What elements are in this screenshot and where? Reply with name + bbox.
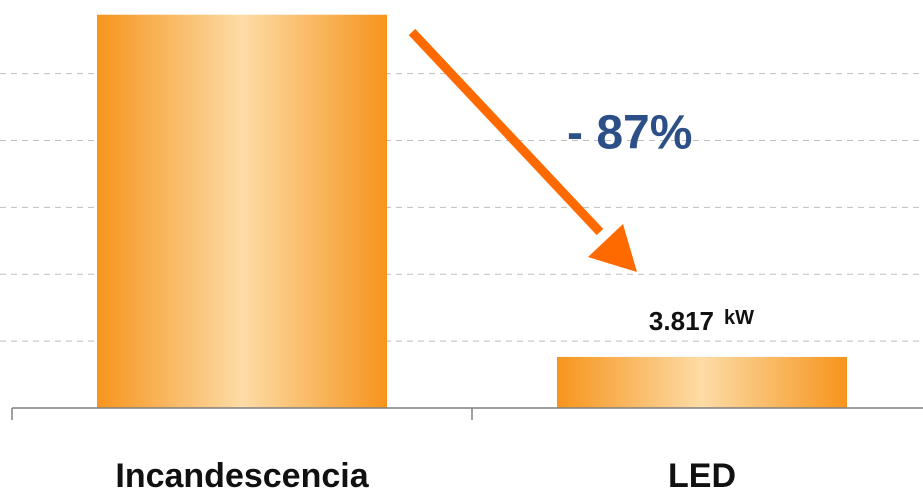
annotation: - 87% xyxy=(567,107,692,160)
labels: Incandescencia LED 3.817 kW xyxy=(115,306,754,495)
axis xyxy=(11,407,923,420)
x-tick-label: Incandescencia xyxy=(115,457,369,495)
value-unit: kW xyxy=(724,307,754,329)
value-label: 3.817 xyxy=(649,306,714,336)
arrow-head xyxy=(588,224,637,272)
bars xyxy=(97,14,847,409)
arrow-shaft xyxy=(408,28,604,236)
bar xyxy=(557,356,847,408)
x-tick-label: LED xyxy=(668,457,736,495)
bar xyxy=(97,14,387,409)
